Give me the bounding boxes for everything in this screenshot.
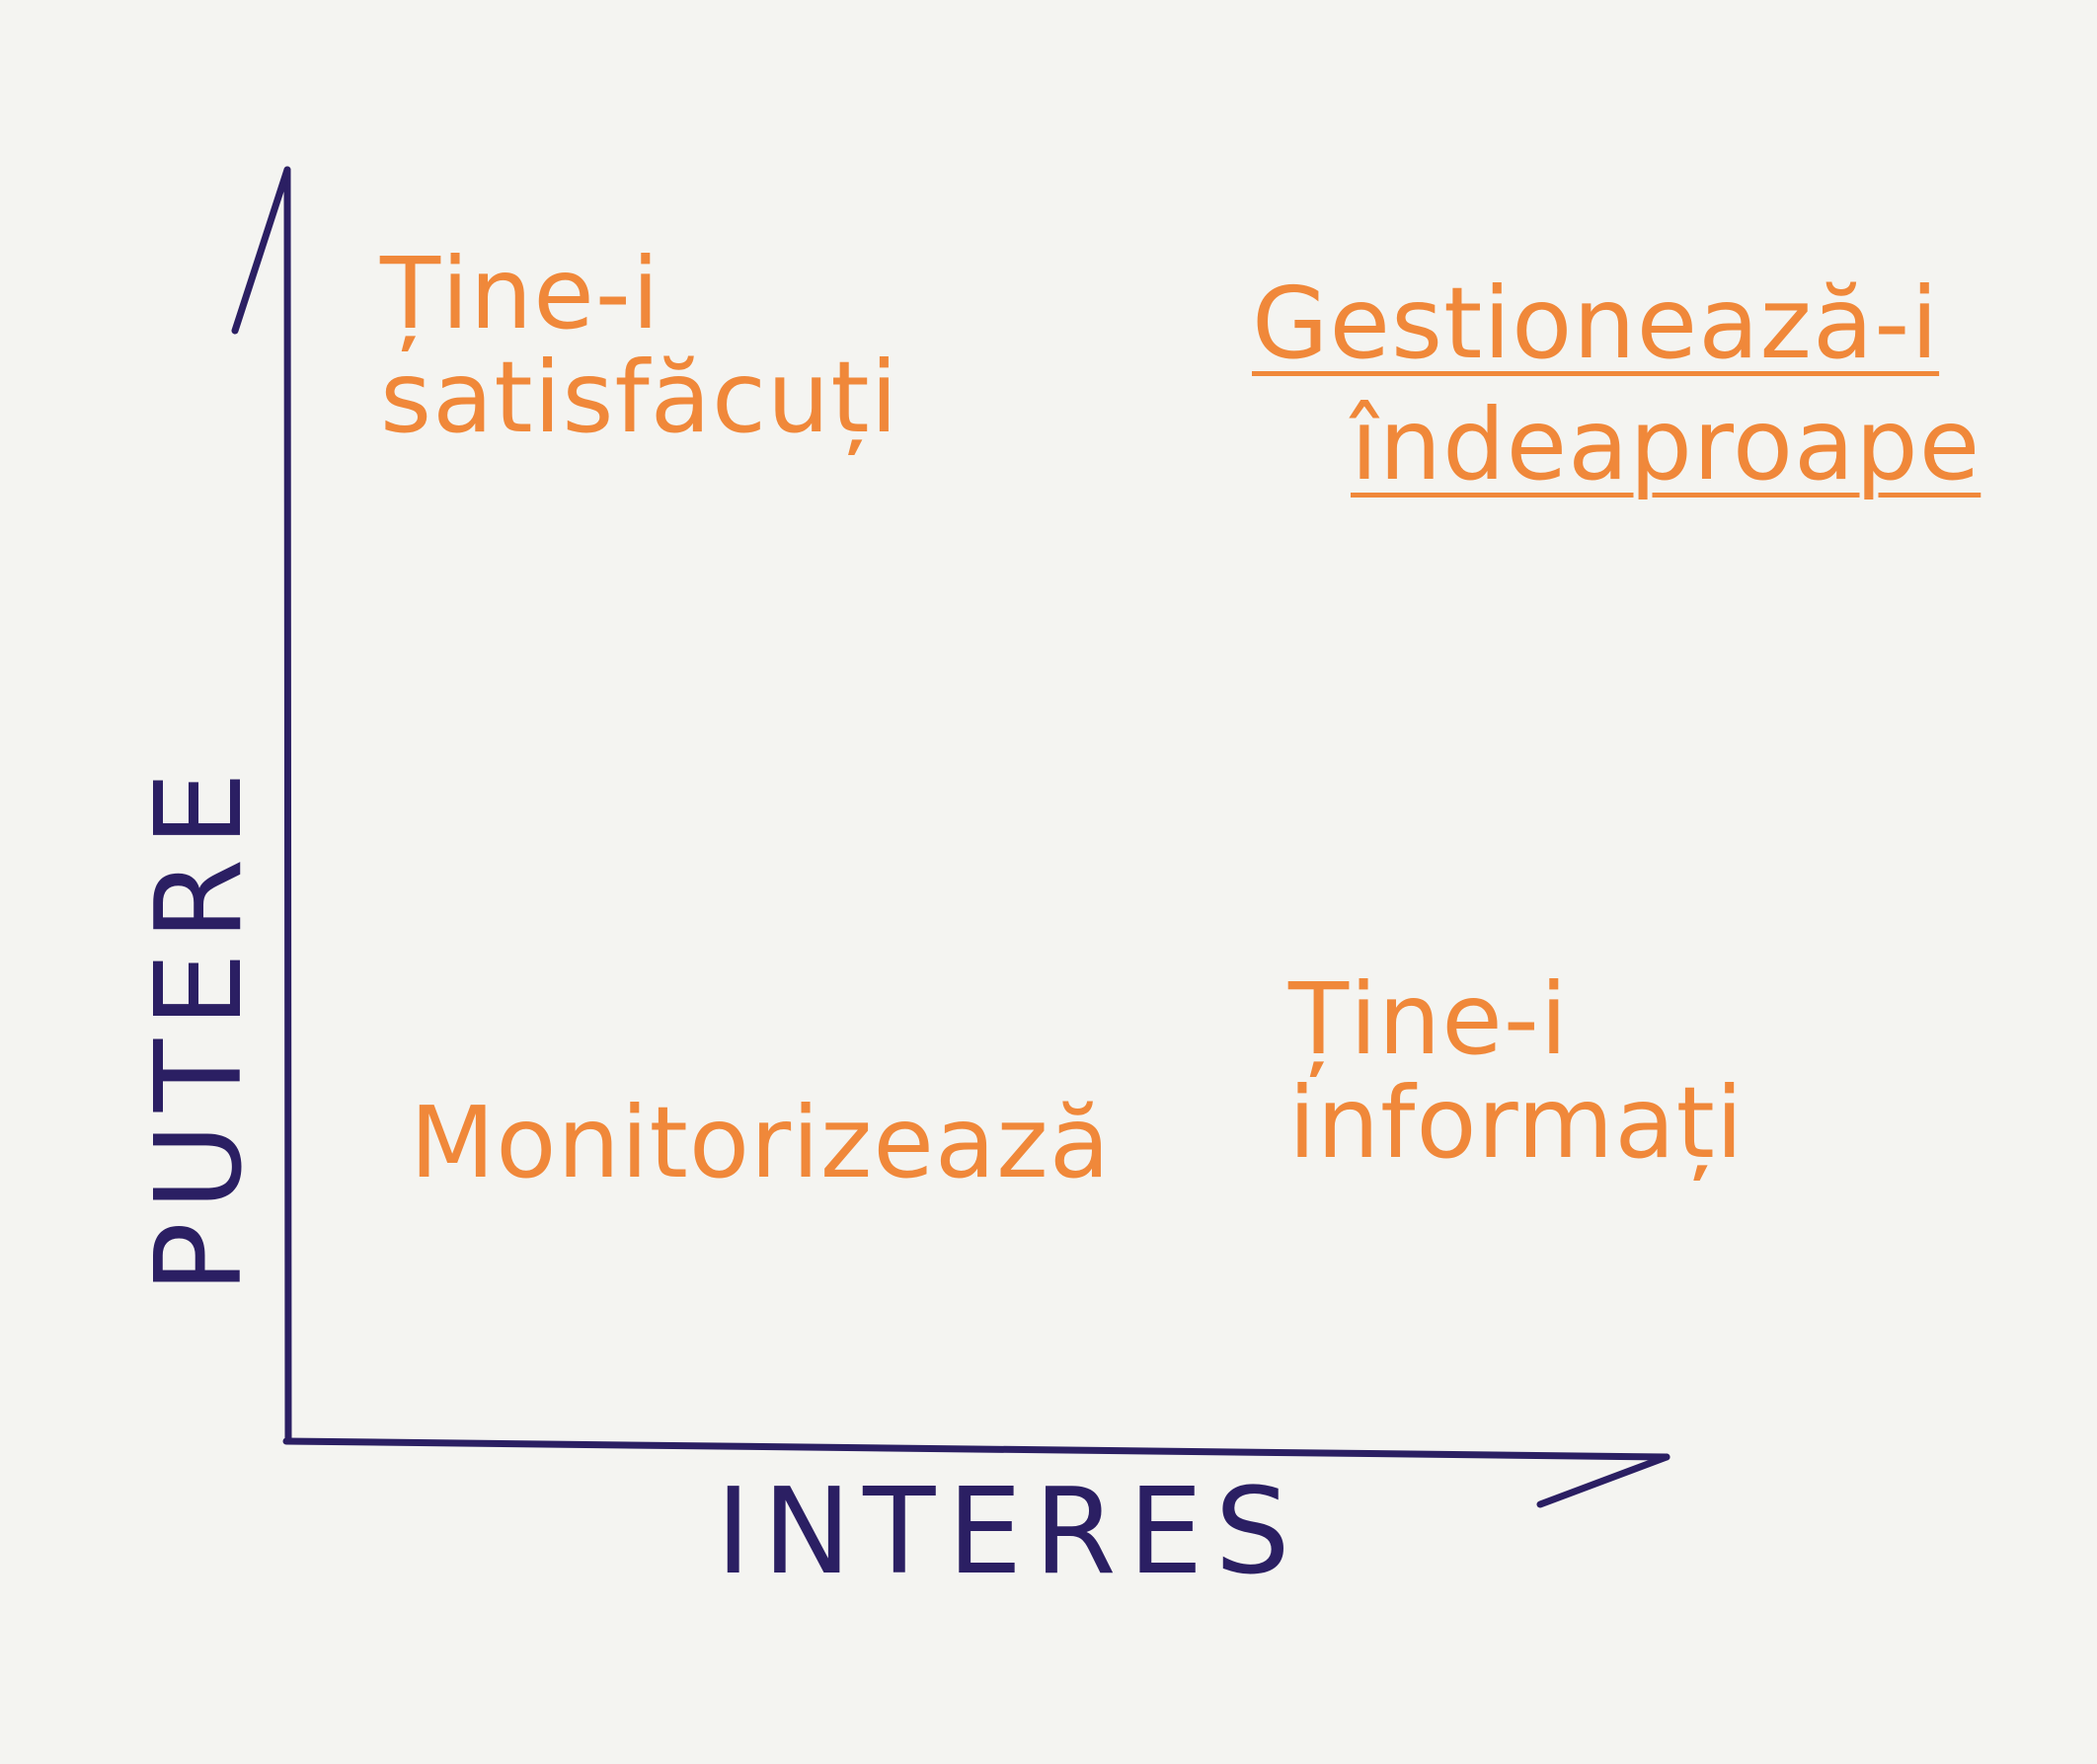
- x-axis-arrowhead: [1536, 1453, 1670, 1508]
- quadrant-bottom-right-label: Ține-i informați: [1288, 967, 1745, 1175]
- quadrant-top-left-line2: satisfăcuți: [380, 340, 899, 455]
- quadrant-top-left-label: Ține-i satisfăcuți: [380, 242, 898, 449]
- y-axis-arrowhead: [231, 166, 291, 335]
- quadrant-bottom-right-line2: informați: [1288, 1065, 1745, 1181]
- quadrant-top-right-line1: Gestionează-i: [1252, 266, 1940, 381]
- quadrant-top-right-line2: îndeaproape: [1351, 387, 1981, 502]
- quadrant-bottom-left-label: Monitorizează: [410, 1091, 1111, 1194]
- quadrant-top-left-line1: Ține-i: [380, 236, 660, 351]
- y-axis-label: PUTERE: [131, 759, 269, 1294]
- quadrant-bottom-left-line1: Monitorizează: [410, 1085, 1111, 1200]
- x-axis-line: [282, 1437, 1670, 1461]
- quadrant-top-right-label: Gestionează-i îndeaproape: [1252, 271, 1980, 497]
- quadrant-bottom-right-line1: Ține-i: [1288, 961, 1569, 1077]
- y-axis-line: [283, 166, 292, 1445]
- x-axis-label: INTERES: [716, 1464, 1302, 1601]
